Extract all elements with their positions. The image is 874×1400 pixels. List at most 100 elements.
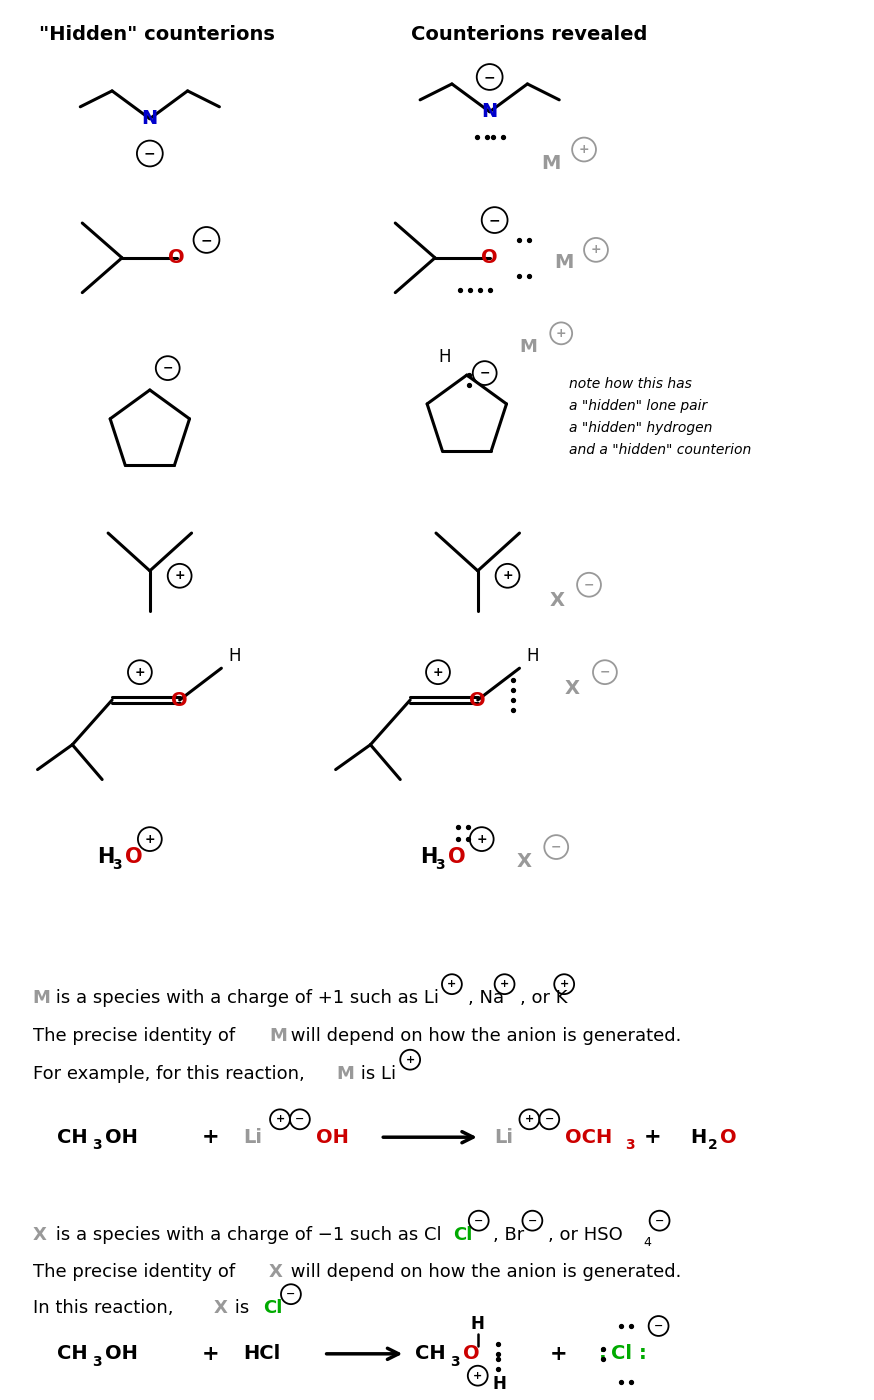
Text: is: is [229, 1299, 255, 1317]
Text: X: X [213, 1299, 227, 1317]
Text: is Li: is Li [355, 1064, 396, 1082]
Text: +: + [202, 1344, 219, 1364]
Text: −: − [484, 70, 496, 84]
Text: , or K: , or K [520, 988, 568, 1007]
Text: H: H [420, 847, 438, 867]
Text: CH: CH [58, 1128, 88, 1147]
Text: O: O [482, 248, 498, 267]
Text: +: + [447, 979, 456, 990]
Text: −: − [480, 367, 490, 379]
Text: −: − [600, 665, 610, 679]
Text: , Br: , Br [493, 1225, 524, 1243]
Text: −: − [201, 232, 212, 246]
Text: −: − [474, 1215, 483, 1225]
Text: H: H [493, 1375, 507, 1393]
Text: M: M [554, 253, 574, 272]
Text: +: + [473, 1371, 482, 1380]
Text: :: : [599, 1344, 607, 1364]
Text: 3: 3 [92, 1355, 102, 1369]
Text: :: : [639, 1344, 647, 1364]
Text: OH: OH [105, 1344, 138, 1364]
Text: 3: 3 [450, 1355, 460, 1369]
Text: +: + [135, 665, 145, 679]
Text: +: + [174, 570, 185, 582]
Text: 2: 2 [708, 1138, 718, 1152]
Text: Cl: Cl [611, 1344, 632, 1364]
Text: Cl: Cl [263, 1299, 282, 1317]
Text: M: M [336, 1064, 355, 1082]
Text: −: − [295, 1114, 304, 1124]
Text: −: − [551, 840, 561, 854]
Text: H: H [439, 349, 451, 367]
Text: Cl: Cl [453, 1225, 472, 1243]
Text: CH: CH [415, 1344, 446, 1364]
Text: Li: Li [495, 1128, 514, 1147]
Text: H: H [526, 647, 538, 665]
Text: O: O [169, 248, 185, 267]
Text: In this reaction,: In this reaction, [32, 1299, 179, 1317]
Text: a "hidden" lone pair: a "hidden" lone pair [569, 399, 707, 413]
Text: The precise identity of: The precise identity of [32, 1263, 240, 1281]
Text: OCH: OCH [565, 1128, 613, 1147]
Text: O: O [448, 847, 466, 867]
Text: +: + [144, 833, 156, 846]
Text: OH: OH [105, 1128, 138, 1147]
Text: +: + [559, 979, 569, 990]
Text: +: + [433, 665, 443, 679]
Text: −: − [489, 213, 501, 227]
Text: M: M [542, 154, 561, 174]
Text: , Na: , Na [468, 988, 504, 1007]
Text: H: H [97, 847, 114, 867]
Text: "Hidden" counterions: "Hidden" counterions [38, 25, 274, 43]
Text: will depend on how the anion is generated.: will depend on how the anion is generate… [285, 1026, 682, 1044]
Text: +: + [500, 979, 510, 990]
Text: For example, for this reaction,: For example, for this reaction, [32, 1064, 310, 1082]
Text: M: M [519, 339, 538, 356]
Text: will depend on how the anion is generated.: will depend on how the anion is generate… [285, 1263, 682, 1281]
Text: −: − [528, 1215, 538, 1225]
Text: X: X [517, 853, 532, 871]
Text: N: N [482, 102, 498, 122]
Text: O: O [463, 1344, 480, 1364]
Text: The precise identity of: The precise identity of [32, 1026, 240, 1044]
Text: H: H [690, 1128, 707, 1147]
Text: −: − [545, 1114, 554, 1124]
Text: OH: OH [316, 1128, 349, 1147]
Text: X: X [565, 679, 579, 697]
Text: +: + [549, 1344, 567, 1364]
Text: is a species with a charge of +1 such as Li: is a species with a charge of +1 such as… [51, 988, 440, 1007]
Text: N: N [142, 109, 158, 129]
Text: Li: Li [243, 1128, 262, 1147]
Text: H: H [228, 647, 240, 665]
Text: X: X [269, 1263, 283, 1281]
Text: 4: 4 [643, 1236, 651, 1249]
Text: O: O [125, 847, 142, 867]
Text: 3: 3 [435, 858, 445, 872]
Text: +: + [406, 1054, 415, 1064]
Text: −: − [163, 361, 173, 375]
Text: and a "hidden" counterion: and a "hidden" counterion [569, 442, 752, 456]
Text: is a species with a charge of −1 such as Cl: is a species with a charge of −1 such as… [51, 1225, 442, 1243]
Text: O: O [171, 690, 188, 710]
Text: HCl: HCl [243, 1344, 281, 1364]
Text: +: + [591, 244, 601, 256]
Text: +: + [202, 1127, 219, 1147]
Text: M: M [32, 988, 51, 1007]
Text: −: − [287, 1289, 295, 1299]
Text: −: − [655, 1215, 664, 1225]
Text: a "hidden" hydrogen: a "hidden" hydrogen [569, 421, 712, 435]
Text: +: + [275, 1114, 285, 1124]
Text: CH: CH [58, 1344, 88, 1364]
Text: X: X [550, 591, 565, 610]
Text: +: + [524, 1114, 534, 1124]
Text: 3: 3 [625, 1138, 635, 1152]
Text: +: + [643, 1127, 662, 1147]
Text: 3: 3 [92, 1138, 102, 1152]
Text: +: + [503, 570, 513, 582]
Text: +: + [579, 143, 589, 155]
Text: −: − [654, 1322, 663, 1331]
Text: O: O [469, 690, 486, 710]
Text: , or HSO: , or HSO [548, 1225, 623, 1243]
Text: −: − [584, 578, 594, 591]
Text: +: + [556, 326, 566, 340]
